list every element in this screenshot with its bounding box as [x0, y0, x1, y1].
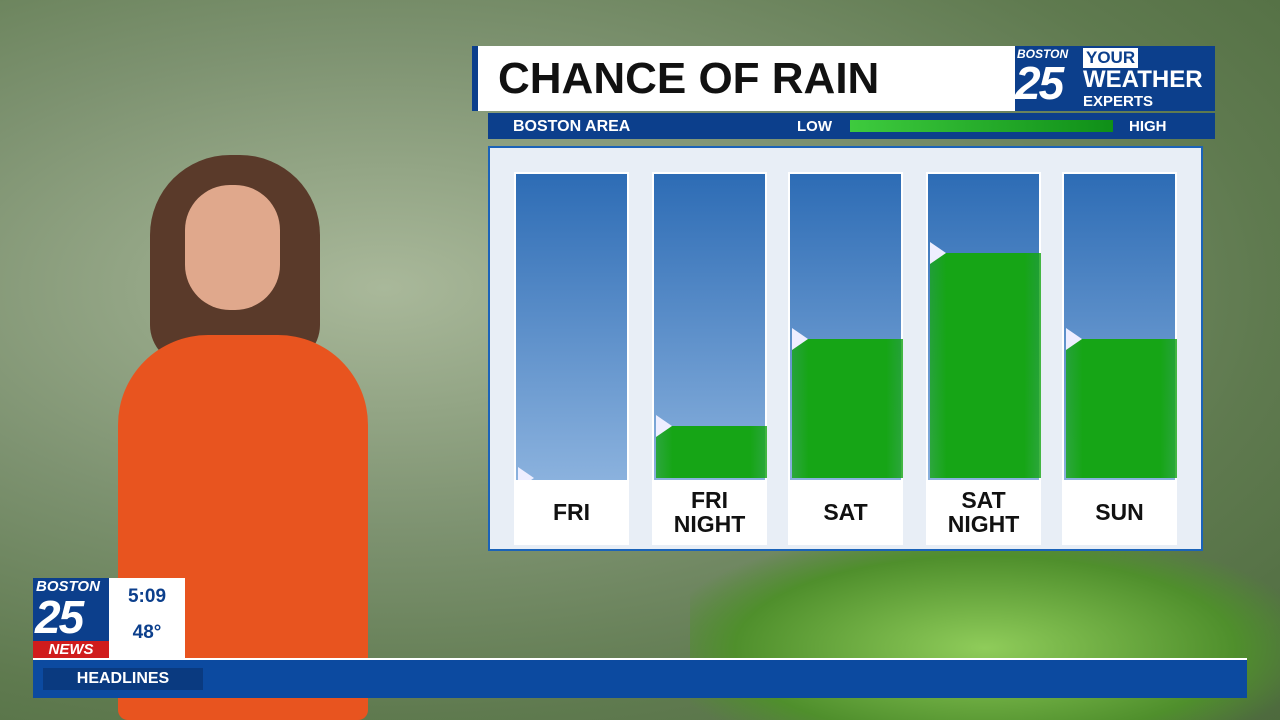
- news-brand: NEWS: [33, 641, 109, 658]
- bar: [792, 339, 903, 478]
- presenter-face: [185, 185, 280, 310]
- x-tick-label: SAT: [790, 480, 901, 543]
- bar-pointer: [930, 242, 946, 265]
- ticker-label: HEADLINES: [43, 668, 203, 690]
- x-tick-label: FRI NIGHT: [654, 480, 765, 543]
- subtitle-bar: BOSTON AREA LOW HIGH: [488, 113, 1215, 139]
- bar: [1066, 339, 1177, 478]
- bar-pointer: [1066, 328, 1082, 351]
- ticker: HEADLINES: [33, 658, 1247, 698]
- bar-column: FRI: [514, 172, 629, 545]
- bar-column: SAT NIGHT: [926, 172, 1041, 545]
- logo-station: BOSTON: [1017, 47, 1069, 61]
- bar-column: SUN: [1062, 172, 1177, 545]
- news-channel: 25: [35, 591, 84, 643]
- logo-channel: 25: [1015, 57, 1064, 109]
- chart-panel: FRI FRI NIGHT SAT SAT NIGHT SUN: [488, 146, 1203, 551]
- chart-title: CHANCE OF RAIN: [498, 54, 880, 103]
- news-logo: BOSTON 25 NEWS: [33, 578, 109, 658]
- temperature: 48°: [132, 622, 162, 643]
- time-temp: 5:09 48°: [109, 578, 185, 658]
- bar: [930, 253, 1041, 478]
- legend-low: LOW: [797, 118, 832, 135]
- bar-pointer: [656, 414, 672, 437]
- bar-pointer: [792, 328, 808, 351]
- chart-subtitle: BOSTON AREA: [513, 118, 631, 135]
- bar-column: SAT: [788, 172, 903, 545]
- x-tick-label: SUN: [1064, 480, 1175, 543]
- legend-high: HIGH: [1129, 118, 1167, 135]
- x-tick-label: SAT NIGHT: [928, 480, 1039, 543]
- news-station: BOSTON: [36, 578, 100, 595]
- weather-logo: BOSTON 25 YOUR WEATHER EXPERTS: [1015, 46, 1215, 111]
- legend-scale: [850, 120, 1113, 132]
- bar-column: FRI NIGHT: [652, 172, 767, 545]
- bar: [656, 425, 767, 478]
- x-tick-label: FRI: [516, 480, 627, 543]
- time: 5:09: [127, 586, 167, 607]
- logo-line3: EXPERTS: [1083, 93, 1154, 110]
- title-bar: CHANCE OF RAIN: [472, 46, 1015, 111]
- logo-line1: YOUR: [1083, 48, 1139, 68]
- logo-line2: WEATHER: [1083, 66, 1203, 93]
